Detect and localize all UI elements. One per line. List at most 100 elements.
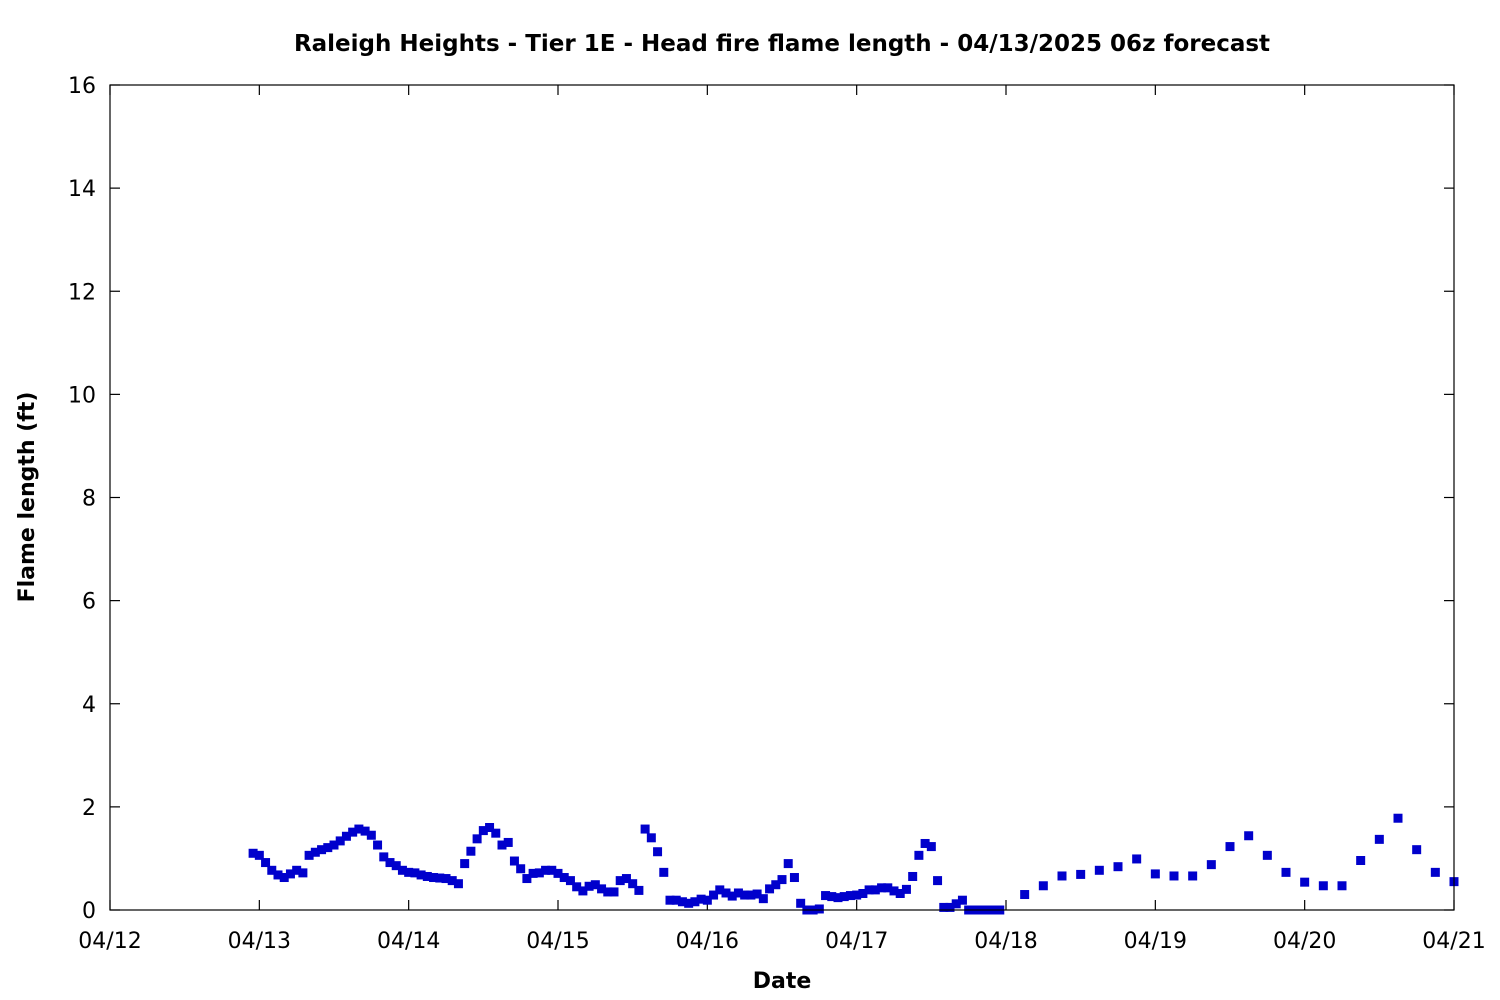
- data-point: [472, 834, 482, 844]
- data-point: [1169, 871, 1179, 881]
- data-point: [366, 830, 376, 840]
- data-point: [883, 883, 893, 893]
- data-point: [341, 831, 351, 841]
- data-point: [261, 858, 271, 868]
- data-point: [354, 824, 364, 834]
- data-point: [1150, 869, 1160, 879]
- data-point: [939, 902, 949, 912]
- data-point: [858, 889, 868, 898]
- data-point: [696, 894, 706, 904]
- data-point: [491, 828, 501, 838]
- data-point: [304, 850, 314, 860]
- data-point: [933, 876, 943, 886]
- data-point: [422, 871, 432, 881]
- data-point: [547, 865, 557, 875]
- data-point: [926, 842, 936, 852]
- data-point: [628, 879, 638, 889]
- data-point: [559, 873, 569, 883]
- axis-ticks: 0 2 4 6 8 10 12 14 16 04/12 04/13 04/14 04/15 04/16 04…: [68, 74, 1486, 954]
- data-point: [292, 865, 302, 875]
- data-point: [945, 902, 955, 912]
- x-axis-label: Date: [753, 969, 812, 994]
- y-tick-label: 4: [82, 693, 96, 718]
- data-point: [671, 895, 681, 905]
- data-point: [310, 847, 320, 857]
- data-point: [1020, 890, 1030, 900]
- data-point: [522, 874, 532, 884]
- data-point: [279, 873, 289, 883]
- y-tick-label: 6: [82, 590, 96, 615]
- data-point: [845, 891, 855, 901]
- data-point: [509, 856, 519, 866]
- data-point: [435, 873, 445, 883]
- y-tick-label: 16: [68, 74, 96, 99]
- data-point: [1374, 834, 1384, 844]
- data-point: [789, 873, 799, 883]
- data-point: [677, 897, 687, 907]
- data-point: [1412, 845, 1422, 855]
- data-point: [914, 850, 924, 860]
- data-point: [416, 870, 426, 880]
- data-point: [609, 887, 619, 897]
- data-point: [659, 867, 669, 877]
- data-point: [397, 865, 407, 875]
- data-point: [1337, 881, 1347, 891]
- data-point: [957, 895, 967, 905]
- data-point: [752, 889, 762, 899]
- x-tick-label: 04/19: [1124, 929, 1187, 954]
- data-point: [348, 827, 358, 837]
- data-point: [590, 880, 600, 890]
- x-tick-label: 04/18: [974, 929, 1037, 954]
- data-point: [1132, 854, 1142, 864]
- data-point: [621, 874, 631, 884]
- data-point: [541, 865, 551, 875]
- data-point: [771, 880, 781, 890]
- data-point: [1188, 871, 1198, 881]
- data-point: [503, 837, 513, 847]
- data-point: [553, 868, 563, 878]
- data-point: [665, 895, 675, 905]
- data-point: [1281, 867, 1291, 877]
- data-point: [497, 840, 507, 850]
- data-point: [285, 869, 295, 879]
- data-point: [565, 876, 575, 886]
- y-tick-label: 8: [82, 487, 96, 512]
- data-point: [273, 870, 283, 880]
- data-point: [1206, 860, 1216, 870]
- data-point: [721, 888, 731, 898]
- y-axis-label: Flame length (ft): [15, 392, 40, 603]
- data-point: [646, 833, 656, 843]
- data-point: [684, 898, 694, 908]
- data-point: [1244, 831, 1254, 841]
- data-point: [740, 890, 750, 900]
- x-tick-label: 04/16: [676, 929, 739, 954]
- data-point: [796, 898, 806, 908]
- data-point: [528, 868, 538, 878]
- data-point: [901, 884, 911, 894]
- data-point: [379, 852, 389, 862]
- data-point: [516, 864, 526, 874]
- data-point: [248, 848, 258, 858]
- data-point: [877, 883, 887, 893]
- data-point: [827, 892, 837, 902]
- data-point: [908, 871, 918, 881]
- data-point: [466, 846, 476, 856]
- data-point: [1262, 850, 1272, 860]
- data-point: [833, 893, 843, 903]
- data-point: [404, 867, 414, 877]
- data-point: [1225, 842, 1235, 852]
- data-point: [385, 858, 395, 868]
- data-point: [653, 847, 663, 857]
- data-point: [615, 876, 625, 886]
- x-tick-label: 04/20: [1273, 929, 1336, 954]
- y-tick-label: 12: [68, 280, 96, 305]
- data-point: [733, 888, 743, 898]
- plot-frame: [109, 84, 1455, 911]
- data-point: [1113, 862, 1123, 872]
- data-point: [839, 892, 849, 902]
- data-point: [1356, 856, 1366, 865]
- data-point: [951, 899, 961, 909]
- data-point: [441, 874, 451, 884]
- data-point: [1318, 881, 1328, 891]
